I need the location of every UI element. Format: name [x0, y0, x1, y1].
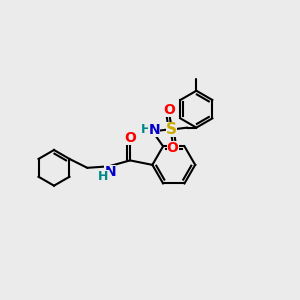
Text: O: O — [164, 103, 176, 117]
Text: O: O — [167, 141, 178, 155]
Text: O: O — [124, 131, 136, 145]
Text: N: N — [148, 123, 160, 137]
Text: H: H — [98, 170, 109, 183]
Text: S: S — [166, 122, 177, 136]
Text: H: H — [141, 124, 151, 136]
Text: N: N — [104, 165, 116, 179]
